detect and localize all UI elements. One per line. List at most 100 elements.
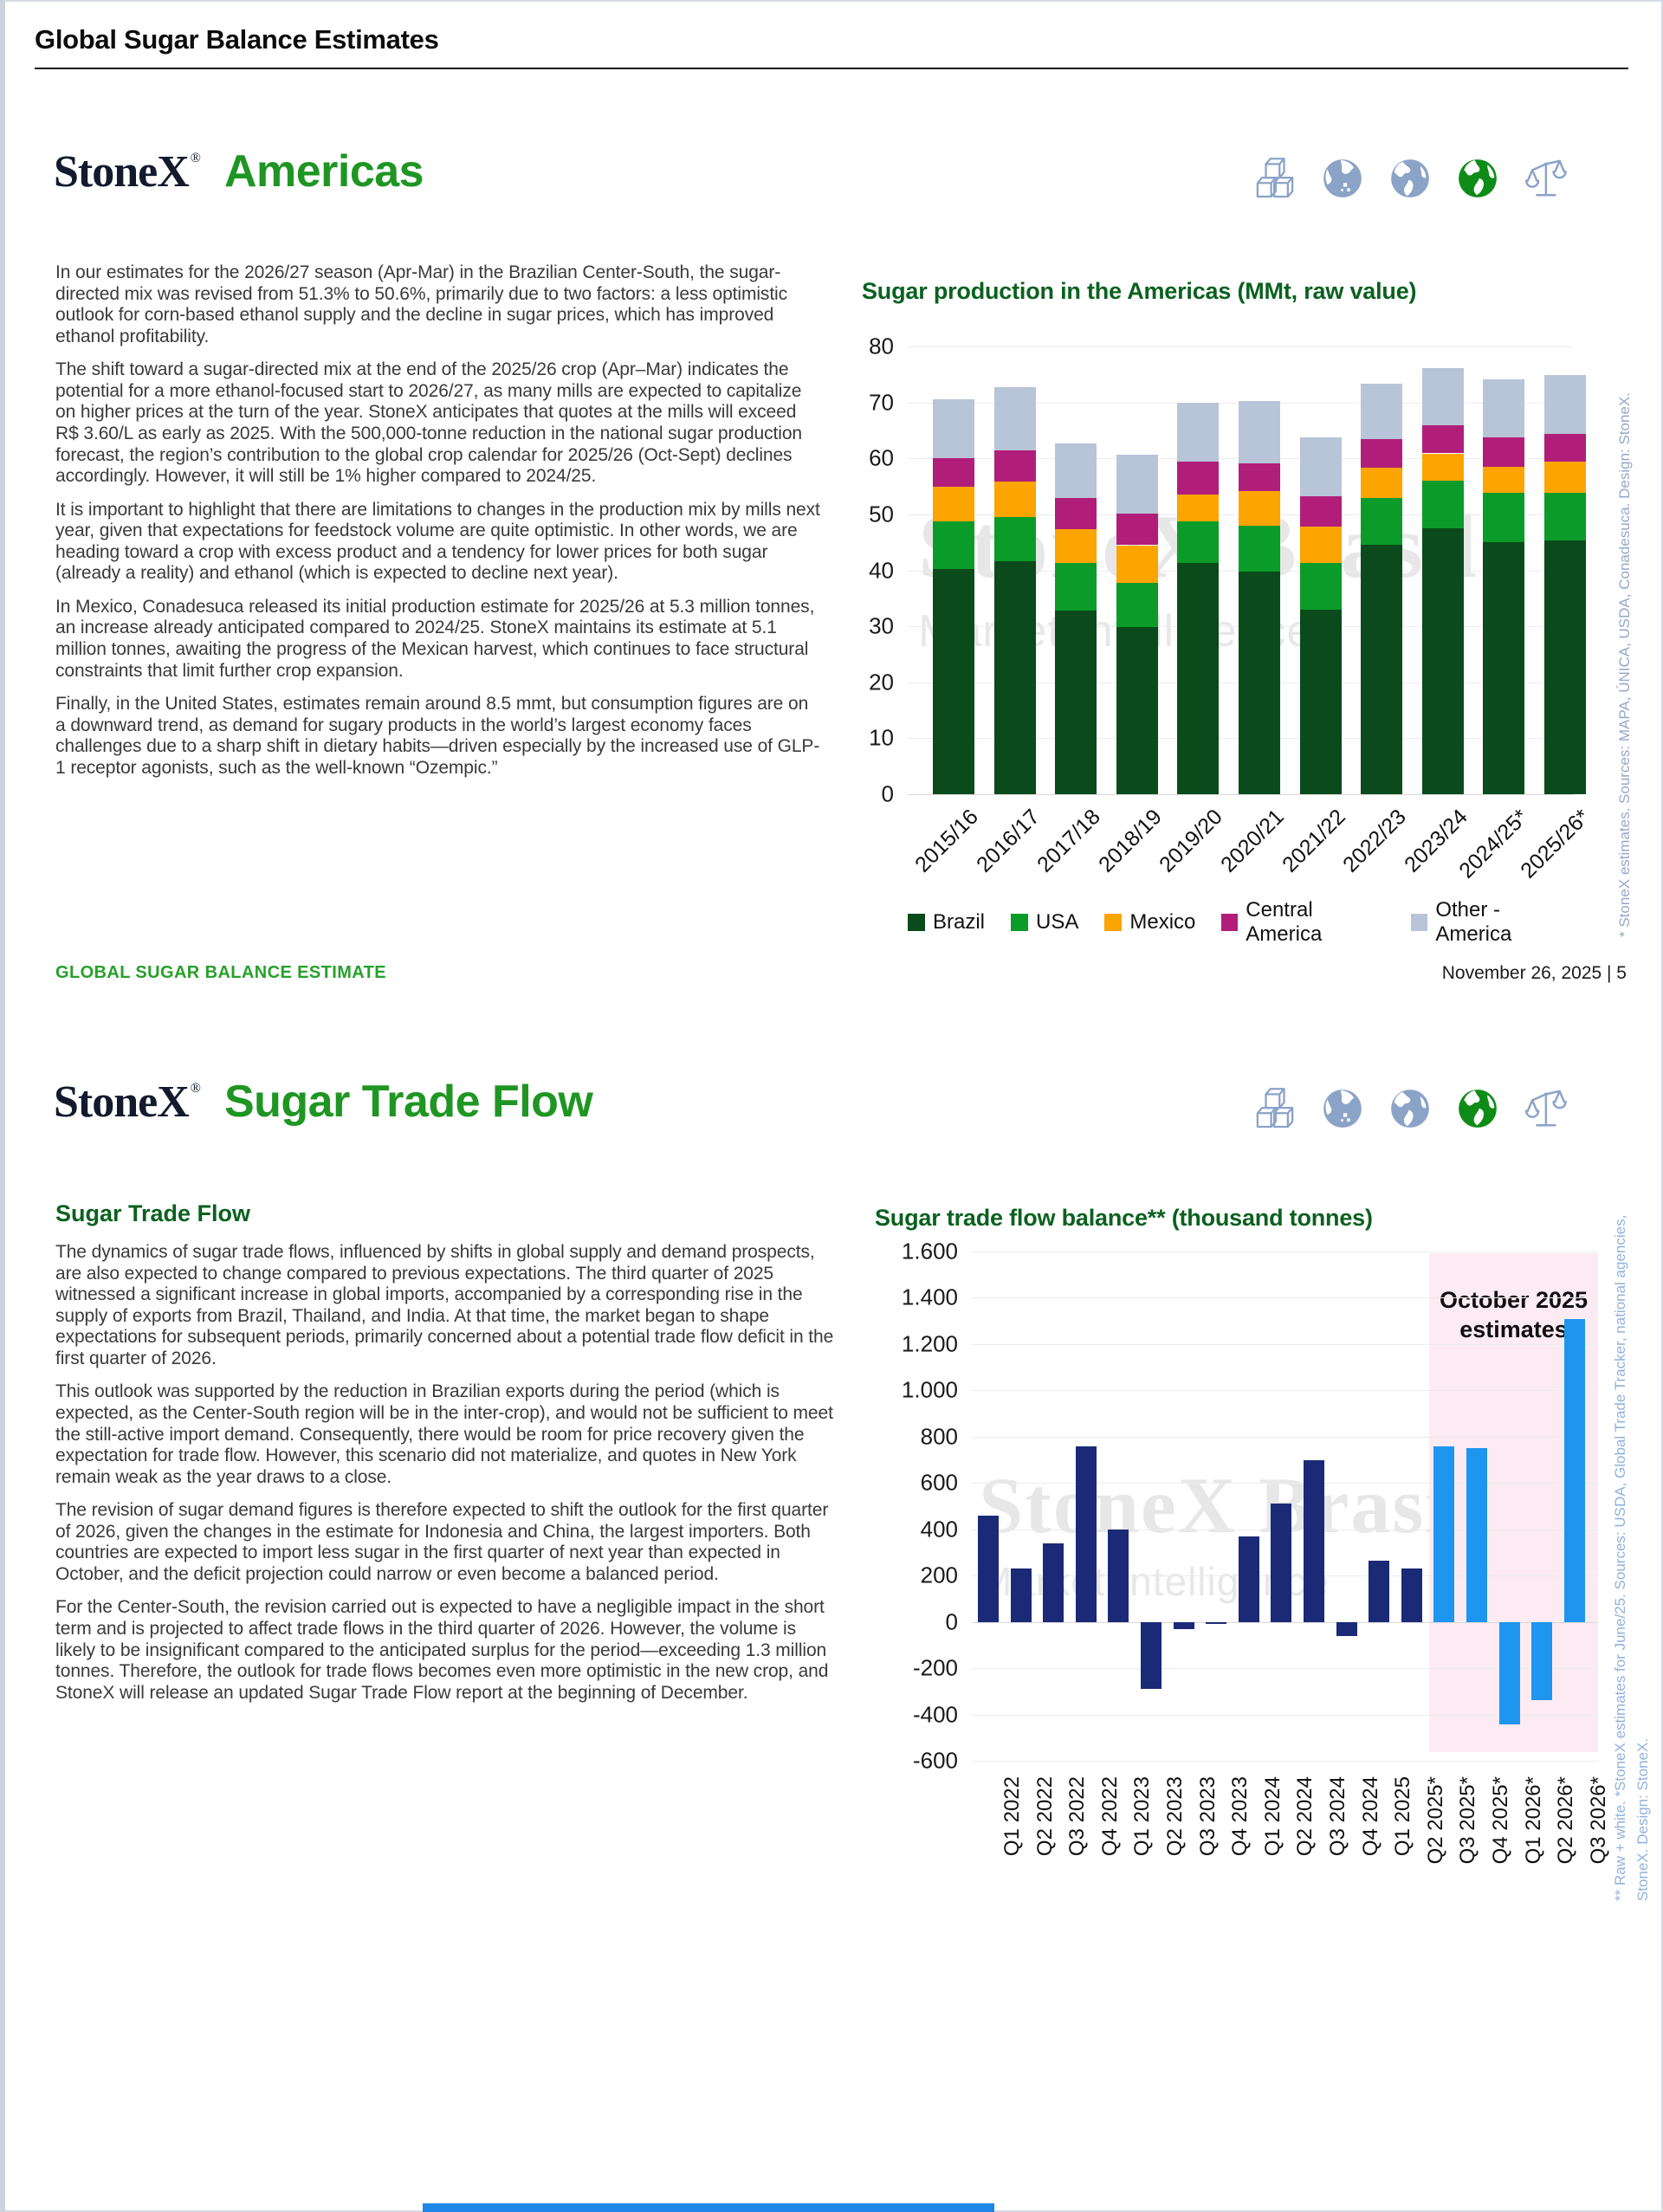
bar-segment-mexico: [1299, 527, 1342, 563]
y-tick-label: 20: [869, 669, 894, 695]
footer-date-page: November 26, 2025 | 5: [1441, 963, 1627, 983]
bar-segment-central-america: [1055, 497, 1097, 530]
x-tick-label: Q1 2022: [1000, 1776, 1024, 1857]
bar-positive: [1271, 1504, 1292, 1622]
paragraph: The revision of sugar demand figures is …: [55, 1500, 829, 1584]
chart-title: Sugar production in the Americas (MMt, r…: [862, 278, 1417, 304]
chart2-source-note: ** Raw + white. *StoneX estimates for Ju…: [1612, 1214, 1651, 1901]
bar-segment-brazil: [1116, 627, 1158, 794]
bar-segment-other-america: [1544, 374, 1586, 434]
legend-item: Brazil: [908, 910, 985, 935]
paragraph: This outlook was supported by the reduct…: [55, 1381, 833, 1487]
bar-positive: [1238, 1536, 1259, 1622]
bar-segment-brazil: [1421, 528, 1464, 794]
bar-segment-brazil: [1544, 540, 1586, 794]
legend-label: Mexico: [1129, 910, 1196, 934]
bar-segment-central-america: [1116, 513, 1158, 546]
bar-positive: [1433, 1446, 1455, 1622]
bar-segment-other-america: [1299, 437, 1342, 497]
y-tick-label: 40: [869, 557, 894, 583]
title-divider: [35, 68, 1628, 69]
bar-segment-other-america: [1361, 383, 1403, 440]
plot-area: October 2025 estimates 1.600 1.400 1.200 1.…: [902, 1239, 1598, 1774]
registered-mark: ®: [190, 151, 201, 165]
bar-segment-other-america: [1483, 378, 1525, 437]
globe-western-hemisphere-icon: [1386, 1084, 1434, 1133]
bar-negative: [1498, 1621, 1520, 1725]
chart-legend: Brazil USA Mexico Central America Other - Am…: [908, 898, 1573, 947]
grid-line: [908, 794, 1573, 795]
y-tick-label: 50: [869, 501, 894, 527]
bar-segment-other-america: [1116, 455, 1158, 514]
bar-segment-central-america: [1544, 433, 1586, 462]
bar-negative: [1206, 1621, 1227, 1625]
y-tick-label: 1.400: [901, 1284, 958, 1310]
next-page-preview-bar: [423, 2203, 994, 2212]
x-tick-label: Q2 2026*: [1554, 1776, 1578, 1865]
globe-americas-active-icon: [1453, 1084, 1502, 1133]
x-tick-label: Q1 2023: [1130, 1776, 1155, 1857]
stonex-logo: StoneX ®: [54, 147, 201, 197]
balance-scale-icon: [1521, 1084, 1569, 1133]
bar-segment-other-america: [1177, 403, 1220, 462]
bar-segment-mexico: [1483, 466, 1525, 494]
bar-segment-brazil: [1299, 609, 1342, 794]
bar-segment-usa: [1177, 521, 1220, 564]
y-tick-label: 1.200: [901, 1330, 958, 1357]
legend-item: Other - America: [1411, 898, 1573, 947]
x-tick-label: Q3 2025*: [1456, 1776, 1480, 1865]
bar-segment-usa: [1239, 525, 1280, 572]
tradeflow-subheading: Sugar Trade Flow: [55, 1200, 251, 1226]
y-tick-label: -200: [912, 1654, 958, 1681]
paragraph: In our estimates for the 2026/27 season …: [55, 262, 788, 346]
bar-positive: [1369, 1560, 1390, 1622]
bar-negative: [1173, 1621, 1194, 1629]
americas-section-header: StoneX ® Americas: [54, 146, 424, 197]
bar-segment-brazil: [1239, 572, 1280, 794]
x-tick-label: Q3 2026*: [1586, 1776, 1610, 1865]
bar-segment-brazil: [1361, 545, 1403, 794]
bar-segment-mexico: [1239, 491, 1280, 526]
bar-segment-other-america: [1055, 443, 1097, 498]
x-tick-label: Q3 2024: [1326, 1776, 1349, 1857]
grid-line: [972, 1390, 1598, 1392]
bar-segment-central-america: [1299, 496, 1342, 527]
bar-positive: [978, 1515, 999, 1622]
bar-segment-brazil: [1177, 563, 1220, 794]
footer-report-name: GLOBAL SUGAR BALANCE ESTIMATE: [55, 963, 386, 982]
x-tick-label: Q2 2025*: [1423, 1776, 1447, 1865]
y-tick-label: 200: [920, 1562, 958, 1588]
globe-americas-active-icon: [1453, 154, 1502, 203]
y-tick-label: 60: [869, 444, 894, 471]
registered-mark: ®: [190, 1081, 201, 1096]
trade-flow-balance-chart: Sugar trade flow balance** (thousand ton…: [866, 1200, 1620, 1962]
plot-area: 0 10 20 30 40 50 60 70 80: [869, 333, 1586, 807]
y-tick-label: 10: [869, 724, 894, 751]
globe-eastern-hemisphere-icon: [1318, 154, 1367, 203]
bar-segment-central-america: [1421, 424, 1464, 454]
tradeflow-body-text: The dynamics of sugar trade flows, influ…: [55, 1242, 840, 1716]
bar-segment-mexico: [1116, 545, 1158, 584]
legend-item: USA: [1011, 910, 1078, 935]
bar-segment-usa: [1544, 493, 1586, 541]
legend-swatch: [1221, 914, 1239, 931]
globe-eastern-hemisphere-icon: [1318, 1084, 1367, 1133]
sugar-cubes-icon: [1251, 1084, 1299, 1133]
americas-icons-row: [1251, 154, 1569, 203]
paragraph: It is important to highlight that there …: [55, 499, 820, 584]
bar-negative: [1141, 1621, 1162, 1690]
bar-positive: [1563, 1318, 1585, 1622]
bar-positive: [1010, 1568, 1032, 1622]
y-tick-label: -400: [912, 1701, 958, 1728]
chart-title: Sugar trade flow balance** (thousand ton…: [875, 1205, 1373, 1231]
bar-segment-central-america: [1361, 439, 1403, 468]
y-tick-label: 70: [869, 389, 894, 416]
y-tick-label: 0: [881, 780, 894, 807]
bar-segment-mexico: [1055, 529, 1097, 564]
globe-western-hemisphere-icon: [1386, 154, 1434, 203]
bar-segment-other-america: [1421, 368, 1464, 425]
bar-positive: [1304, 1459, 1324, 1622]
grid-line: [972, 1483, 1598, 1484]
paragraph: In Mexico, Conadesuca released its initi…: [55, 596, 815, 681]
bar-negative: [1531, 1621, 1553, 1701]
